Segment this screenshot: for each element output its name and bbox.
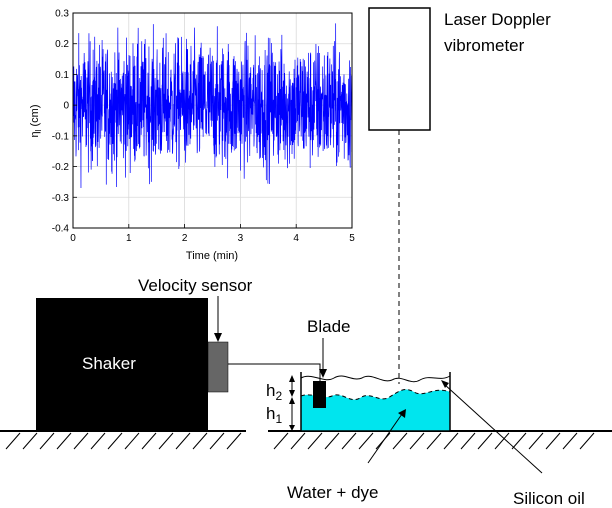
shaker-block xyxy=(36,298,208,431)
y-tick-label: -0.3 xyxy=(52,193,70,204)
y-tick-label: -0.1 xyxy=(52,131,70,142)
ground-hatch xyxy=(562,432,578,450)
plot-frame xyxy=(72,12,353,229)
ground-hatch xyxy=(358,432,374,450)
ground-hatch xyxy=(158,432,174,450)
water-dye-arrowhead xyxy=(398,409,406,418)
ground-hatch xyxy=(290,432,306,450)
ground-hatch xyxy=(579,432,595,450)
ground-hatch xyxy=(307,432,323,450)
velocity-sensor xyxy=(207,341,229,393)
ground-hatch xyxy=(443,432,459,450)
ground-hatch xyxy=(22,432,38,450)
x-tick-label: 5 xyxy=(349,233,355,244)
x-tick-label: 1 xyxy=(126,233,132,244)
y-tick-labels: 0.3 0.2 0.1 0 -0.1 -0.2 -0.3 -0.4 xyxy=(52,9,77,235)
ground-hatch xyxy=(56,432,72,450)
ground-hatch xyxy=(273,432,289,450)
x-tick-label: 3 xyxy=(238,233,244,244)
ground-hatch xyxy=(175,432,191,450)
h1-label: h1 xyxy=(266,404,282,426)
water-dye-layer xyxy=(301,389,450,431)
water-dye-label: Water + dye xyxy=(287,483,379,502)
silicon-oil-arrowhead xyxy=(441,380,449,388)
dim-h1-bottom-arrowhead xyxy=(289,425,295,431)
dim-h2-top-arrowhead xyxy=(289,375,295,382)
dim-h1-top-arrowhead xyxy=(289,397,295,404)
ground-hatch xyxy=(90,432,106,450)
signal-series xyxy=(72,23,353,189)
ground-hatch xyxy=(324,432,340,450)
ground-hatch xyxy=(226,432,242,450)
ground-hatch xyxy=(209,432,225,450)
x-tick-label: 4 xyxy=(293,233,299,244)
laser-label-line2: vibrometer xyxy=(444,36,525,55)
ground-hatch xyxy=(192,432,208,450)
velocity-sensor-arrowhead xyxy=(214,333,222,342)
x-axis-label: Time (min) xyxy=(186,250,238,262)
ground-hatch xyxy=(528,432,544,450)
dim-h2-bottom-arrowhead xyxy=(289,390,295,397)
tank xyxy=(300,372,451,432)
ground-hatch xyxy=(39,432,55,450)
velocity-sensor-label: Velocity sensor xyxy=(138,276,253,295)
shaker-label: Shaker xyxy=(82,354,136,373)
ground-left xyxy=(0,430,246,450)
ground-hatch xyxy=(124,432,140,450)
ground-hatch xyxy=(511,432,527,450)
y-tick-label: -0.4 xyxy=(52,224,70,235)
signal-line xyxy=(72,23,353,189)
y-tick-label: 0.1 xyxy=(55,70,69,81)
h2-label: h2 xyxy=(266,381,282,403)
tank-walls xyxy=(300,372,451,432)
ground-hatch xyxy=(426,432,442,450)
drive-rod xyxy=(228,363,321,382)
ground-hatch xyxy=(141,432,157,450)
ground-hatch xyxy=(460,432,476,450)
ground-hatch xyxy=(545,432,561,450)
y-axis-label: ηl (cm) xyxy=(29,105,43,138)
interface-dashed xyxy=(300,389,451,401)
y-tick-label: 0 xyxy=(63,101,69,112)
blade-label: Blade xyxy=(307,317,350,336)
oil-surface xyxy=(300,375,451,383)
surface-elevation-chart: 0.3 0.2 0.1 0 -0.1 -0.2 -0.3 -0.4 0 1 2 3 4 5 Time (… xyxy=(29,9,355,263)
y-tick-label: 0.2 xyxy=(55,39,69,50)
ground-right xyxy=(268,430,612,450)
x-tick-label: 2 xyxy=(182,233,188,244)
blade xyxy=(313,381,326,408)
blade-arrowhead xyxy=(319,369,327,378)
ground-hatch xyxy=(494,432,510,450)
ground-hatch xyxy=(107,432,123,450)
ground-hatch xyxy=(477,432,493,450)
ground-hatch xyxy=(341,432,357,450)
laser-label-line1: Laser Doppler xyxy=(444,10,551,29)
y-tick-label: -0.2 xyxy=(52,162,70,173)
laser-vibrometer-box xyxy=(368,7,431,131)
water-dye-pointer xyxy=(367,413,403,464)
silicon-oil-pointer xyxy=(443,383,543,474)
ground-hatch xyxy=(73,432,89,450)
ground-hatch xyxy=(409,432,425,450)
ground-hatch xyxy=(392,432,408,450)
x-tick-label: 0 xyxy=(70,233,76,244)
x-tick-labels: 0 1 2 3 4 5 xyxy=(70,224,355,244)
ground-hatch xyxy=(5,432,21,450)
silicon-oil-label: Silicon oil xyxy=(513,489,585,508)
y-tick-label: 0.3 xyxy=(55,9,69,20)
